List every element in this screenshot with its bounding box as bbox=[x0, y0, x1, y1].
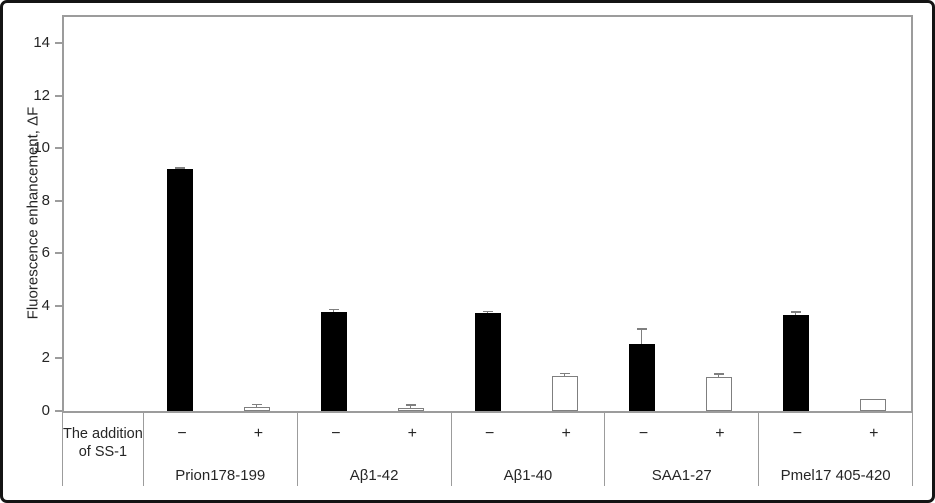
error-bar bbox=[255, 404, 258, 408]
bar-minus bbox=[320, 311, 347, 411]
category-table: The addition of SS-1 − + Prion178-199 − + Aβ1… bbox=[62, 413, 914, 486]
y-axis-tick bbox=[55, 199, 62, 202]
y-axis-tick bbox=[55, 147, 62, 150]
plus-label: + bbox=[407, 425, 417, 442]
category-cell: − + Pmel17 405-420 bbox=[759, 413, 914, 486]
table-row-header: The addition of SS-1 bbox=[63, 413, 144, 486]
error-bar-cap bbox=[636, 328, 647, 330]
y-axis-tick-label: 0 bbox=[41, 402, 50, 419]
row-header-line1: The addition bbox=[63, 426, 143, 442]
category-label: Prion178-199 bbox=[175, 467, 266, 484]
y-axis-tick-label: 12 bbox=[33, 86, 50, 104]
y-axis-tick bbox=[55, 94, 62, 97]
minus-label: − bbox=[331, 425, 341, 442]
minus-label: − bbox=[177, 425, 187, 442]
y-axis-tick-label: 4 bbox=[41, 296, 50, 314]
plus-label: + bbox=[253, 425, 264, 442]
y-axis-tick-label: 10 bbox=[33, 139, 50, 157]
bar-plus bbox=[859, 399, 886, 411]
plus-label: + bbox=[869, 425, 879, 442]
category-label: Aβ1-40 bbox=[503, 467, 553, 484]
error-bar bbox=[563, 373, 566, 377]
minus-label: − bbox=[485, 425, 495, 442]
minus-label: − bbox=[638, 425, 649, 442]
y-axis-tick-label: 6 bbox=[41, 244, 50, 262]
error-bar-cap bbox=[174, 167, 185, 169]
error-bar-cap bbox=[328, 308, 339, 311]
error-bar bbox=[409, 404, 412, 408]
bar-minus bbox=[166, 169, 193, 411]
category-label: SAA1-27 bbox=[651, 467, 712, 484]
bar-plus bbox=[243, 407, 270, 411]
plus-label: + bbox=[715, 425, 725, 442]
plus-label: + bbox=[561, 425, 571, 442]
category-label: Pmel17 405-420 bbox=[780, 467, 891, 484]
category-cell: − + Aβ1-40 bbox=[452, 413, 606, 486]
bar-plus bbox=[705, 376, 732, 411]
minus-label: − bbox=[792, 425, 803, 442]
y-axis-tick-label: 14 bbox=[33, 34, 50, 52]
error-bar-cap bbox=[405, 404, 416, 406]
error-bar bbox=[717, 373, 720, 377]
error-bar bbox=[794, 311, 797, 315]
y-axis-tick-label: 8 bbox=[41, 191, 50, 209]
category-cell: − + Aβ1-42 bbox=[298, 413, 452, 486]
y-axis-tick bbox=[55, 42, 62, 45]
error-bar-cap bbox=[559, 372, 570, 375]
bar-plus bbox=[397, 407, 424, 411]
row-header-line2: of SS-1 bbox=[78, 444, 128, 460]
error-bar-cap bbox=[482, 310, 493, 313]
category-label: Aβ1-42 bbox=[349, 467, 399, 484]
y-axis-tick bbox=[55, 304, 62, 307]
category-cell: − + SAA1-27 bbox=[605, 413, 760, 486]
bar-plus bbox=[551, 376, 578, 411]
plot-area: 0 2 4 6 8 10 12 14 bbox=[33, 15, 913, 419]
error-bar bbox=[640, 328, 643, 345]
error-bar-cap bbox=[251, 403, 262, 406]
error-bar bbox=[332, 309, 335, 312]
bar-minus bbox=[474, 313, 501, 411]
category-cell: − + Prion178-199 bbox=[144, 413, 298, 486]
bar-minus bbox=[782, 314, 809, 411]
y-axis-tick bbox=[55, 252, 62, 255]
error-bar-cap bbox=[713, 373, 724, 375]
y-axis-tick bbox=[55, 357, 62, 360]
error-bar-cap bbox=[790, 311, 801, 313]
bar-minus bbox=[628, 344, 655, 411]
y-axis-tick bbox=[55, 410, 62, 412]
y-axis-tick-label: 2 bbox=[41, 349, 50, 367]
